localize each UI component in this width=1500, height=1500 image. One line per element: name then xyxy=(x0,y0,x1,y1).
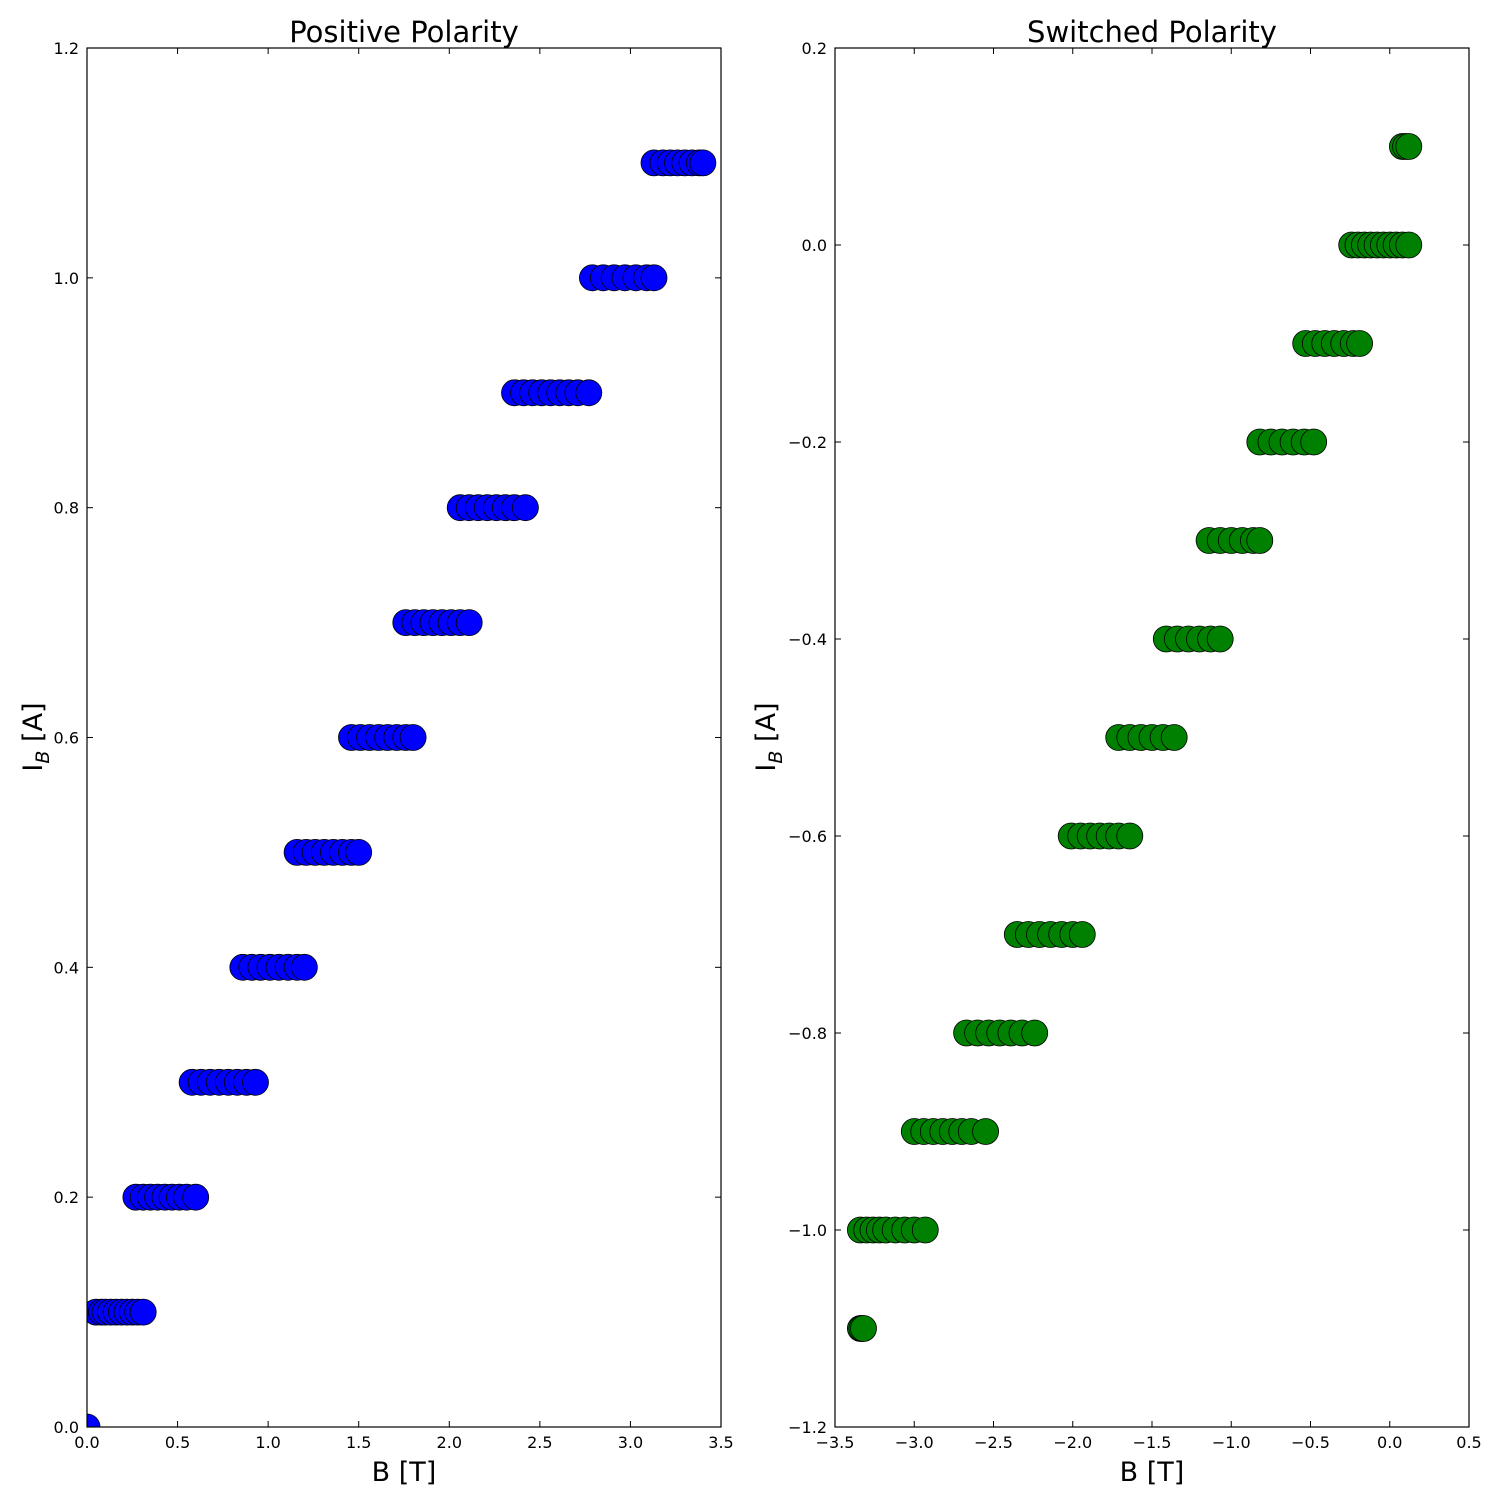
y-tick-label: 0.8 xyxy=(54,499,79,518)
data-point xyxy=(1021,1019,1049,1047)
y-tick-label: −0.4 xyxy=(788,630,827,649)
axis-ticks: −3.5 −3.0 −2.5 −2.0 −1.5 −1.0 −0.5 0.0 0.5 −1.2 −1… xyxy=(788,39,1482,1452)
y-tick-label: −1.2 xyxy=(788,1418,827,1437)
x-tick-label: −3.0 xyxy=(895,1433,934,1452)
data-point xyxy=(850,1315,877,1342)
data-point xyxy=(1246,527,1274,554)
x-axis-label: B [T] xyxy=(372,1457,437,1488)
chart-title: Switched Polarity xyxy=(1027,15,1277,49)
x-tick-label: 0.5 xyxy=(165,1433,190,1452)
chart-positive-polarity: Positive Polarity 0.0 0.5 1.0 1.5 2.0 2.5 3.0 3… xyxy=(18,15,734,1488)
y-tick-label: 0.0 xyxy=(802,236,827,255)
x-tick-label: 0.0 xyxy=(1377,1433,1402,1452)
y-tick-label: −0.2 xyxy=(788,433,827,452)
data-points xyxy=(847,133,1423,1342)
data-point xyxy=(290,953,318,981)
data-point xyxy=(129,1298,157,1326)
x-axis-label: B [T] xyxy=(1120,1457,1185,1488)
x-tick-label: −1.0 xyxy=(1212,1433,1251,1452)
y-axis-label-unit: [A] xyxy=(751,702,782,750)
data-point xyxy=(575,379,603,407)
data-point xyxy=(87,1413,101,1427)
x-tick-label: 3.5 xyxy=(708,1433,733,1452)
data-point xyxy=(1068,921,1096,948)
y-tick-label: 1.0 xyxy=(54,269,79,288)
y-axis-label-main: I xyxy=(18,764,49,772)
data-point xyxy=(1116,822,1144,850)
data-point xyxy=(1300,428,1328,456)
data-point xyxy=(242,1068,269,1096)
data-point xyxy=(1395,231,1423,259)
y-tick-label: −0.6 xyxy=(788,827,827,846)
data-point xyxy=(972,1118,999,1145)
x-tick-label: 1.0 xyxy=(255,1433,280,1452)
data-point xyxy=(182,1183,210,1211)
data-point xyxy=(689,149,717,177)
data-point xyxy=(455,609,483,636)
y-axis-label: IB [A] xyxy=(751,702,787,771)
chart-title: Positive Polarity xyxy=(289,15,519,49)
x-tick-label: −1.5 xyxy=(1133,1433,1172,1452)
y-axis-label-unit: [A] xyxy=(18,702,49,750)
x-tick-label: −2.0 xyxy=(1053,1433,1092,1452)
data-point xyxy=(512,494,539,522)
y-tick-label: 0.6 xyxy=(54,729,79,748)
x-tick-label: −2.5 xyxy=(974,1433,1013,1452)
data-point xyxy=(345,839,373,866)
y-tick-label: −0.8 xyxy=(788,1024,827,1043)
y-axis-label-subscript: B xyxy=(32,751,54,764)
x-tick-label: 0.5 xyxy=(1456,1433,1481,1452)
x-tick-label: −0.5 xyxy=(1291,1433,1330,1452)
data-point xyxy=(1346,330,1373,357)
y-tick-label: 0.2 xyxy=(54,1188,79,1207)
x-tick-label: 2.0 xyxy=(437,1433,462,1452)
axis-ticks: 0.0 0.5 1.0 1.5 2.0 2.5 3.0 3.5 0.0 0.2 0.4 0.6 0.8 1… xyxy=(54,39,734,1452)
y-tick-label: 0.0 xyxy=(54,1418,79,1437)
data-point xyxy=(911,1216,939,1244)
y-axis-label: IB [A] xyxy=(18,702,54,771)
data-point xyxy=(399,724,427,751)
chart-switched-polarity: Switched Polarity −3.5 −3.0 −2.5 −2.0 −1.5 −1… xyxy=(751,15,1482,1488)
data-points xyxy=(87,149,717,1427)
x-tick-label: 2.5 xyxy=(527,1433,552,1452)
x-tick-label: 3.0 xyxy=(618,1433,643,1452)
data-point xyxy=(1395,133,1423,160)
data-point xyxy=(1206,625,1234,653)
y-axis-label-main: I xyxy=(751,764,782,772)
x-tick-label: 1.5 xyxy=(346,1433,371,1452)
y-tick-label: 1.2 xyxy=(54,39,79,58)
y-axis-label-subscript: B xyxy=(765,751,787,764)
y-tick-label: 0.4 xyxy=(54,958,79,977)
x-tick-label: 0.0 xyxy=(74,1433,99,1452)
y-tick-label: 0.2 xyxy=(802,39,827,58)
y-tick-label: −1.0 xyxy=(788,1221,827,1240)
data-point xyxy=(1160,724,1188,751)
x-tick-label: −3.5 xyxy=(816,1433,855,1452)
data-point xyxy=(640,264,668,292)
